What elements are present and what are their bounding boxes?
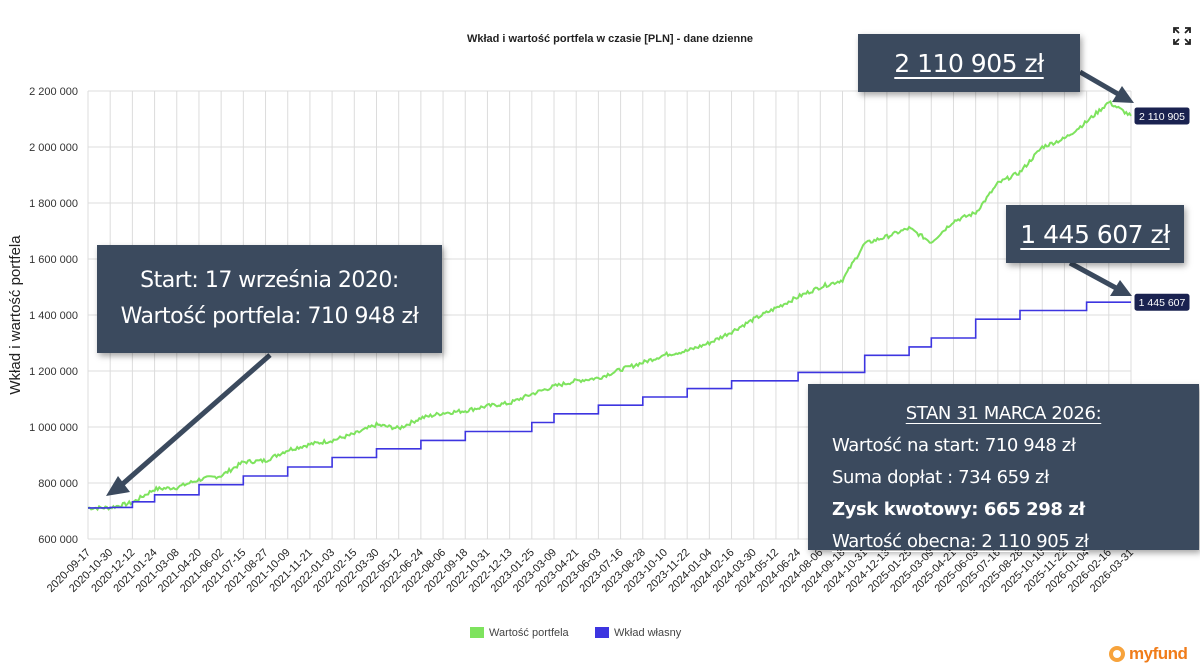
- logo-mark-icon: [1109, 646, 1125, 662]
- chart-title: Wkład i wartość portfela w czasie [PLN] …: [467, 33, 753, 45]
- arrow-start-head: [106, 476, 130, 496]
- series-line-contribution: [88, 301, 1131, 509]
- arrow-contrib-head: [1110, 280, 1132, 296]
- legend-label-contribution[interactable]: Wkład własny: [614, 627, 682, 639]
- y-tick-label: 1 000 000: [29, 422, 78, 434]
- y-tick-label: 1 200 000: [29, 366, 78, 378]
- end-label-bg: [1133, 292, 1191, 312]
- summary-callout: STAN 31 MARCA 2026: Wartość na start: 71…: [808, 384, 1199, 552]
- series-line-portfolio: [87, 100, 1132, 512]
- y-tick-label: 2 200 000: [29, 86, 78, 98]
- arrow-total-head: [1112, 86, 1134, 103]
- end-value-label: 2 110 905: [1139, 111, 1185, 123]
- y-tick-label: 1 600 000: [29, 254, 78, 266]
- y-tick-label: 1 400 000: [29, 310, 78, 322]
- legend-swatch-contribution: [595, 627, 609, 638]
- annotation-arrows: [106, 69, 1134, 496]
- legend[interactable]: Wartość portfela Wkład własny: [470, 627, 682, 639]
- series-lines: [87, 100, 1132, 512]
- end-value-labels: 2 110 905 1 445 607: [1133, 106, 1191, 312]
- end-label-bg: [1133, 106, 1191, 126]
- myfund-logo: myfund: [1108, 642, 1188, 666]
- legend-swatch-portfolio: [470, 627, 484, 638]
- arrow-contrib: [1068, 260, 1118, 291]
- contribution-callout: 1 445 607 zł: [1006, 205, 1184, 263]
- total-value-text: 2 110 905 zł: [894, 48, 1044, 78]
- start-line-2: Wartość portfela: 710 948 zł: [120, 304, 419, 329]
- start-line-1: Start: 17 września 2020:: [140, 268, 399, 293]
- summary-start-value: Wartość na start: 710 948 zł: [832, 435, 1076, 456]
- grid-lines: [87, 90, 1132, 540]
- y-tick-label: 2 000 000: [29, 142, 78, 154]
- end-value-label: 1 445 607: [1139, 297, 1186, 309]
- contribution-value-text: 1 445 607 zł: [1020, 219, 1170, 249]
- summary-profit: Zysk kwotowy: 665 298 zł: [832, 499, 1085, 520]
- arrow-total: [1078, 69, 1120, 97]
- logo-text: myfund: [1129, 644, 1188, 663]
- summary-title: STAN 31 MARCA 2026:: [905, 403, 1102, 424]
- legend-label-portfolio[interactable]: Wartość portfela: [489, 627, 570, 639]
- summary-contributions: Suma dopłat : 734 659 zł: [832, 467, 1049, 488]
- fullscreen-expand-icon[interactable]: [1172, 26, 1192, 46]
- y-axis-label: Wkład i wartość portfela: [7, 235, 24, 395]
- start-callout: Start: 17 września 2020: Wartość portfel…: [97, 245, 442, 353]
- y-tick-label: 800 000: [38, 478, 78, 490]
- arrow-start: [116, 353, 272, 490]
- y-tick-label: 600 000: [38, 534, 78, 546]
- y-axis-ticks: 600 000 800 000 1 000 000 1 200 000 1 400 00…: [29, 86, 78, 546]
- summary-current-value: Wartość obecna: 2 110 905 zł: [832, 531, 1089, 552]
- total-value-callout: 2 110 905 zł: [858, 34, 1080, 92]
- y-tick-label: 1 800 000: [29, 198, 78, 210]
